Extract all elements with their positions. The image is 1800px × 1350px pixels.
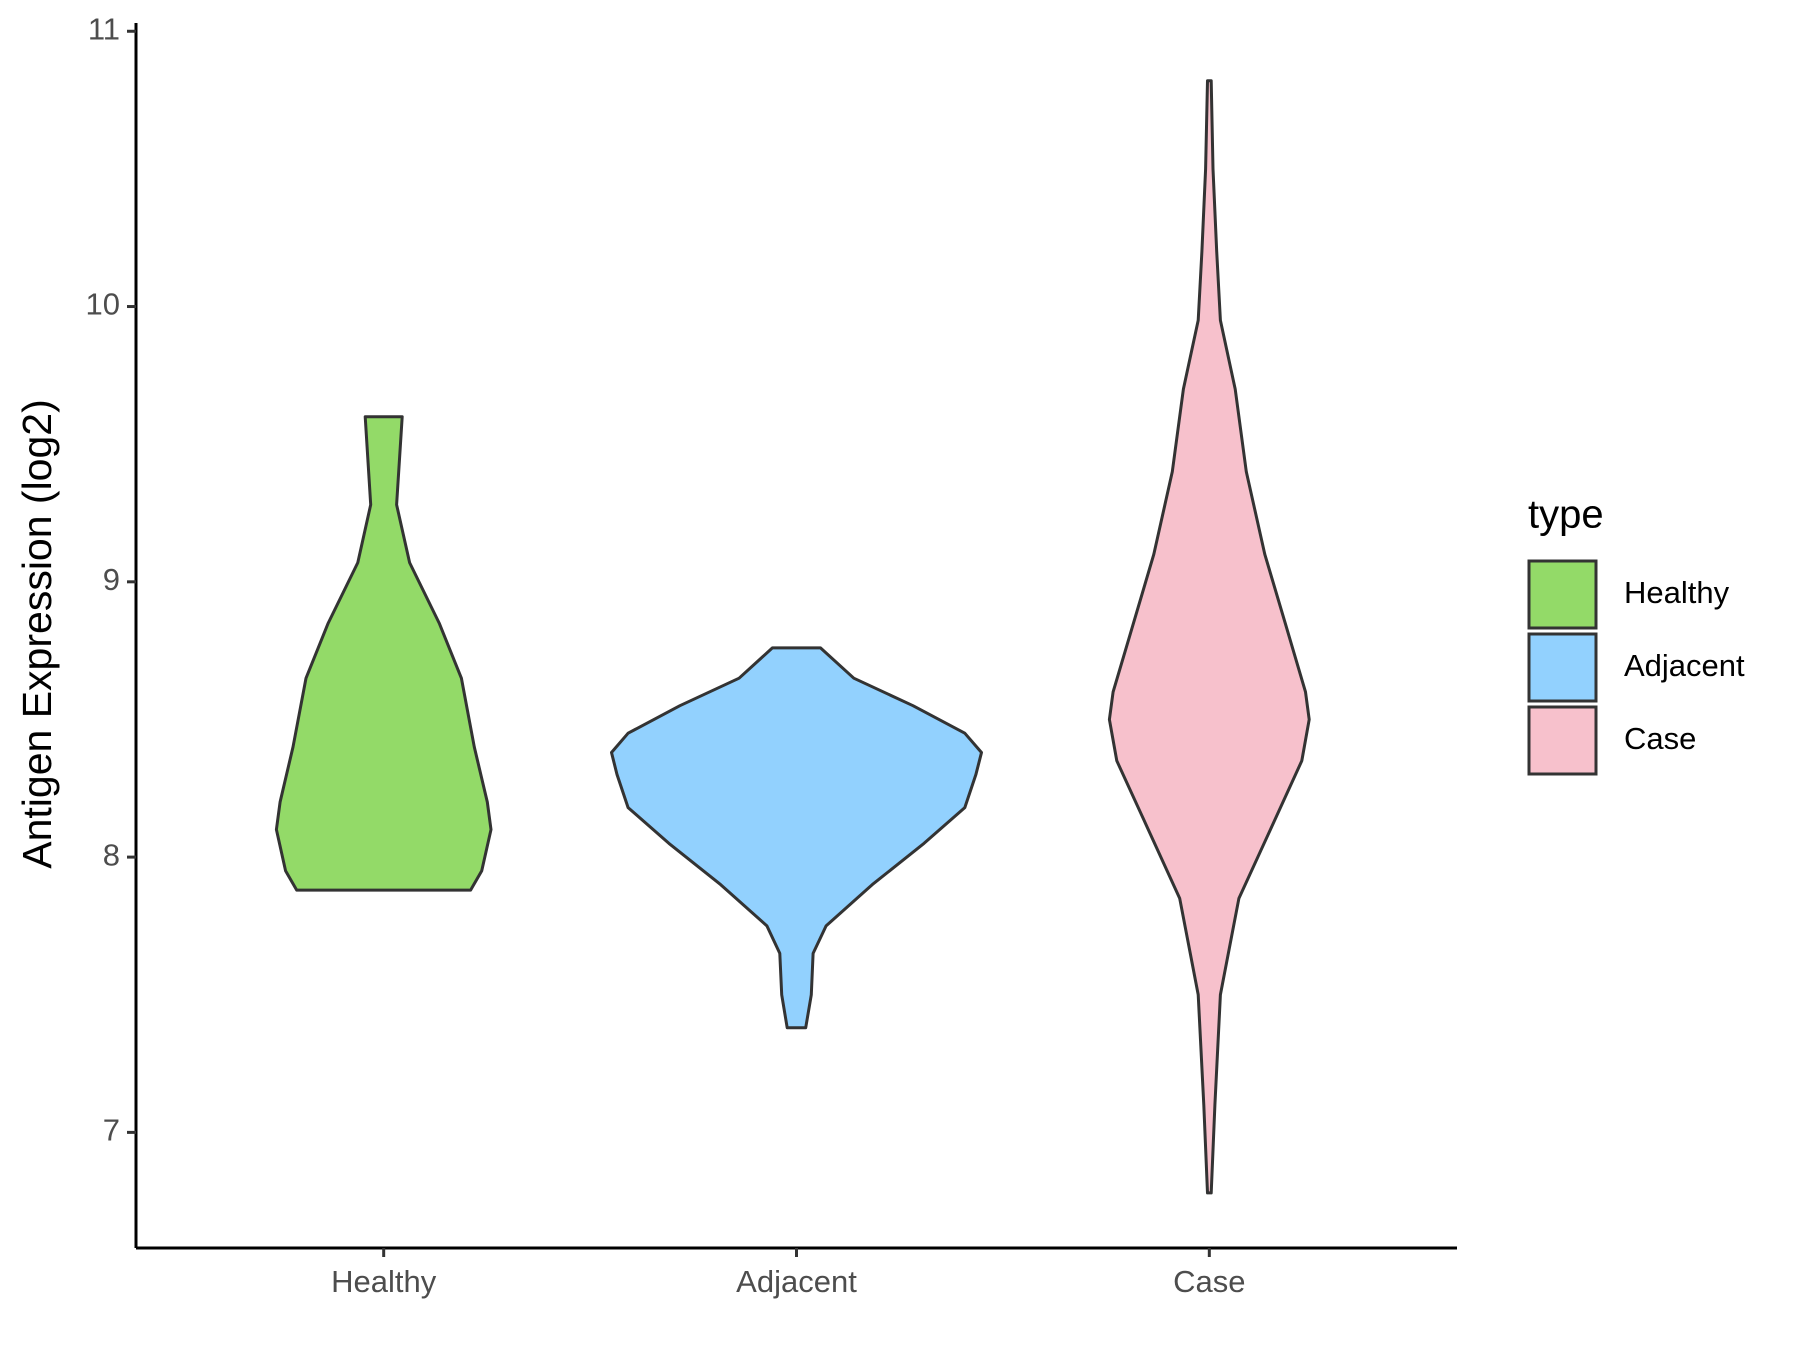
legend-key <box>1527 632 1598 703</box>
legend-label: Adjacent <box>1624 648 1745 683</box>
violin <box>610 646 983 1030</box>
violin <box>274 415 493 892</box>
x-tick-label: Adjacent <box>736 1264 857 1299</box>
legend-label: Case <box>1624 721 1696 756</box>
violin <box>1107 79 1311 1195</box>
y-tick-label: 8 <box>103 837 120 872</box>
x-tick-label: Case <box>1173 1264 1245 1299</box>
y-tick-label: 11 <box>88 11 120 46</box>
x-tick-label: Healthy <box>331 1264 437 1299</box>
legend-label: Healthy <box>1624 575 1730 610</box>
legend-key <box>1527 705 1598 776</box>
y-tick-label: 10 <box>86 287 120 322</box>
y-axis-label: Antigen Expression (log2) <box>14 399 60 868</box>
legend-key <box>1527 559 1598 630</box>
y-tick-label: 9 <box>103 562 120 597</box>
legend-title: type <box>1528 493 1604 537</box>
y-tick-label: 7 <box>103 1113 120 1148</box>
